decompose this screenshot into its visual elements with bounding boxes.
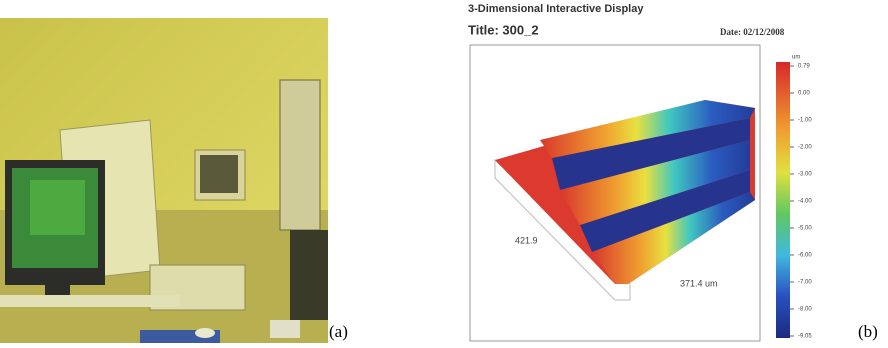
dimension-label: 371.4 um: [680, 278, 718, 288]
colorbar-label: -7.00: [798, 280, 812, 286]
colorbar-unit: um: [792, 55, 800, 61]
colorbar-label: 0.79: [798, 64, 810, 70]
colorbar-label: 0.00: [798, 91, 810, 97]
dimension-label: 421.9: [515, 235, 538, 245]
display-title: Title: 300_2: [468, 22, 539, 37]
colorbar-label: -6.00: [798, 253, 812, 259]
colorbar-label: -4.00: [798, 199, 812, 205]
panel-label: (b): [858, 322, 878, 341]
colorbar-labels: 0.79 0.00 -1.00 -2.00 -3.00 -4.00 -5.00 -6.00 -7…: [790, 64, 812, 340]
photo: [0, 18, 328, 343]
display-heading: 3-Dimensional Interactive Display: [468, 3, 644, 15]
colorbar-label: -3.00: [798, 172, 812, 178]
colorbar-label: -1.00: [798, 118, 812, 124]
colorbar: [776, 62, 790, 338]
display-date: Date: 02/12/2008: [720, 27, 785, 37]
figure: (a) 3-Dimensional Interactive Display Ti…: [0, 0, 888, 348]
colorbar-label: -9.05: [798, 334, 812, 340]
colorbar-label: -5.00: [798, 226, 812, 232]
colorbar-label: -2.00: [798, 145, 812, 151]
colorbar-label: -8.00: [798, 307, 812, 313]
panel-label: (a): [329, 322, 348, 341]
